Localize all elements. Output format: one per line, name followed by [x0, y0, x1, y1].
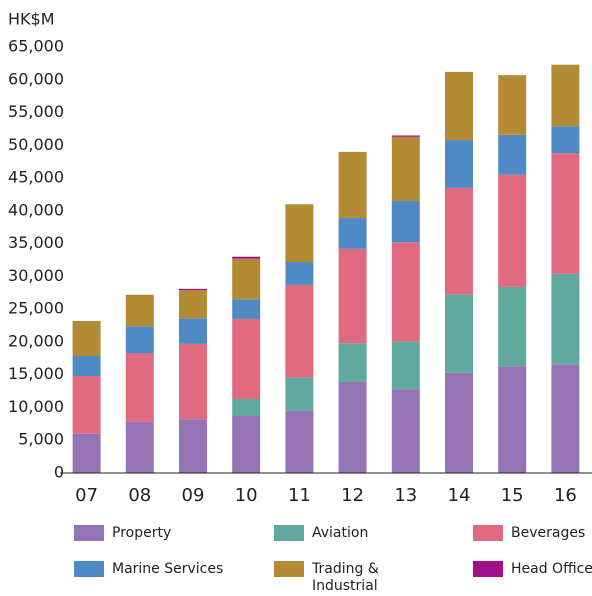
bar-segment: [338, 343, 367, 382]
bar-segment: [391, 389, 420, 473]
legend-item: Head Office: [473, 561, 592, 578]
bar-segment: [72, 356, 101, 377]
x-tick-label: 15: [501, 485, 524, 506]
x-tick-label: 11: [288, 485, 311, 506]
x-tick-label: 16: [554, 485, 577, 506]
bar-segment: [232, 415, 261, 473]
bar-segment: [338, 218, 367, 249]
bar-segment: [285, 204, 314, 262]
legend-label: Marine Services: [112, 561, 224, 577]
legend-label: Trading & Industrial: [312, 561, 379, 594]
legend-swatch: [274, 561, 304, 577]
legend-item: Marine Services: [74, 561, 232, 578]
bar-segment: [179, 343, 207, 420]
bar-segment: [338, 151, 367, 219]
bar-segment: [125, 326, 154, 354]
bar-segment: [391, 341, 420, 390]
bar-segment: [551, 64, 580, 127]
bar-segment: [498, 75, 527, 135]
y-tick-label: 5,000: [18, 430, 64, 449]
bar-segment: [498, 366, 527, 473]
y-tick-label: 60,000: [8, 69, 64, 88]
y-tick-label: 55,000: [8, 102, 64, 121]
legend-item: Beverages: [473, 525, 592, 542]
x-tick-label: 13: [394, 485, 417, 506]
bar-segment: [391, 201, 420, 243]
bar-segment: [338, 248, 367, 344]
bar-segment: [391, 135, 420, 137]
bar-segment: [445, 187, 473, 295]
legend-label: Property: [112, 525, 172, 541]
legend-swatch: [473, 525, 503, 541]
x-tick-label: 09: [182, 485, 205, 506]
legend-swatch: [473, 561, 503, 577]
bar-segment: [285, 410, 314, 473]
bar-segment: [179, 318, 207, 344]
bar-segment: [285, 284, 314, 378]
bar-segment: [72, 320, 101, 357]
bar-segment: [551, 126, 580, 154]
y-tick-label: 40,000: [8, 200, 64, 219]
bar-segment: [232, 299, 261, 319]
legend-label: Head Office: [511, 561, 592, 577]
bar-segment: [125, 294, 154, 327]
bar-segment: [125, 353, 154, 422]
bar-segment: [285, 261, 314, 285]
bar-segment: [498, 286, 527, 367]
y-tick-label: 65,000: [8, 37, 64, 56]
bar-segment: [445, 294, 473, 373]
y-tick-label: 15,000: [8, 364, 64, 383]
bar-segment: [72, 433, 101, 473]
x-tick-label: 12: [341, 485, 364, 506]
y-axis-label: HK$M: [8, 10, 55, 29]
bar-segment: [179, 419, 207, 473]
legend-label: Aviation: [312, 525, 369, 541]
bar-segment: [338, 381, 367, 473]
y-tick-label: 50,000: [8, 135, 64, 154]
bar-segment: [179, 290, 207, 319]
y-tick-label: 30,000: [8, 266, 64, 285]
bar-segment: [391, 242, 420, 342]
bar-segment: [498, 174, 527, 287]
legend-item: Aviation: [274, 525, 402, 542]
bar-segment: [232, 256, 261, 259]
legend-swatch: [74, 561, 104, 577]
bar-segment: [232, 398, 261, 416]
legend-label: Beverages: [511, 525, 586, 541]
bar-segment: [391, 136, 420, 202]
bar-segment: [551, 153, 580, 274]
y-tick-label: 45,000: [8, 168, 64, 187]
y-tick-label: 35,000: [8, 233, 64, 252]
bar-segment: [72, 376, 101, 434]
legend-swatch: [74, 525, 104, 541]
bar-segment: [551, 364, 580, 473]
legend-item: Property: [74, 525, 202, 542]
bar-segment: [285, 377, 314, 411]
bar-segment: [125, 421, 154, 473]
x-tick-label: 10: [235, 485, 258, 506]
bar-segment: [445, 140, 473, 188]
bar-segment: [498, 134, 527, 175]
bar-segment: [445, 71, 473, 141]
bar-segment: [232, 318, 261, 399]
bar-segment: [179, 288, 207, 291]
x-tick-label: 08: [128, 485, 151, 506]
y-tick-label: 10,000: [8, 397, 64, 416]
y-tick-label: 20,000: [8, 331, 64, 350]
bar-segment: [551, 273, 580, 365]
bar-segment: [445, 372, 473, 473]
bar-segment: [232, 258, 261, 300]
legend-swatch: [274, 525, 304, 541]
x-tick-label: 14: [448, 485, 471, 506]
legend-item: Trading & Industrial: [274, 561, 384, 595]
x-tick-label: 07: [75, 485, 98, 506]
y-tick-label: 25,000: [8, 299, 64, 318]
y-tick-label: 0: [54, 463, 64, 482]
